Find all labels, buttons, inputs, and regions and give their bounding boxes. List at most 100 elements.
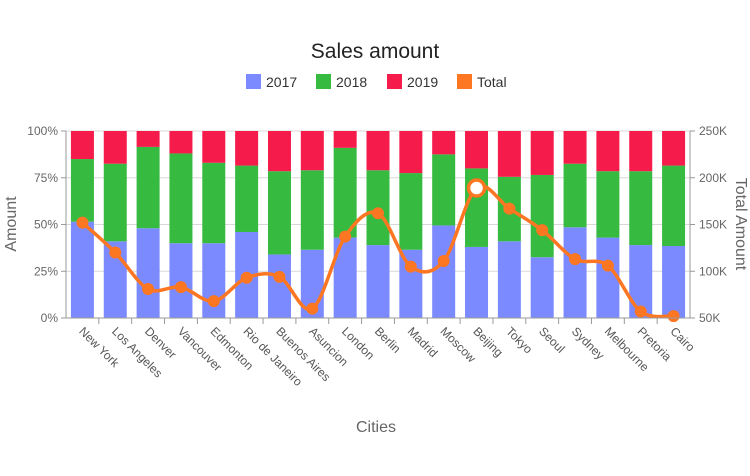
bar-2019-cairo	[662, 131, 686, 166]
bar-2019-berlin	[366, 131, 390, 171]
y-tick-label: 0%	[41, 311, 59, 325]
total-point	[634, 305, 647, 318]
bar-2017-sydney	[563, 227, 587, 318]
bar-2018-denver	[136, 146, 160, 229]
bar-2017-tokyo	[497, 241, 521, 318]
bar-2018-new-york	[70, 159, 94, 222]
legend-swatch	[316, 74, 331, 89]
legend-label: Total	[477, 74, 507, 90]
y2-tick-label: 100K	[699, 264, 727, 278]
legend-label: 2019	[407, 74, 438, 90]
bar-2018-los-angeles	[103, 163, 127, 242]
total-point	[404, 260, 417, 273]
legend-item-total: Total	[457, 74, 507, 90]
total-point	[142, 283, 155, 296]
bar-2018-sydney	[563, 163, 587, 228]
bar-2019-london	[333, 131, 357, 148]
bar-2017-vancouver	[169, 243, 193, 318]
bar-2019-beijing	[465, 131, 489, 169]
bar-2017-buenos-aires	[267, 254, 291, 318]
y-tick-label: 50%	[34, 218, 58, 232]
total-point	[339, 230, 352, 243]
bar-2019-edmonton	[202, 131, 226, 163]
bar-2019-asuncion	[300, 131, 324, 171]
bar-2019-new-york	[70, 131, 94, 160]
bar-2018-melbourne	[596, 171, 620, 238]
bar-2017-berlin	[366, 245, 390, 318]
total-point-highlighted	[466, 178, 487, 198]
legend-item-2018: 2018	[316, 74, 367, 90]
legend: 2017 2018 2019 Total	[246, 74, 507, 90]
bar-2018-pretoria	[629, 171, 653, 246]
bar-2019-madrid	[399, 131, 423, 174]
bar-2019-buenos-aires	[267, 131, 291, 172]
legend-label: 2017	[266, 74, 297, 90]
bar-2018-moscow	[432, 154, 456, 226]
x-tick-label: Sydney	[569, 324, 607, 362]
total-point	[109, 246, 122, 259]
x-tick-label: Cairo	[667, 324, 697, 354]
bar-2018-asuncion	[300, 170, 324, 250]
total-point	[240, 271, 253, 284]
total-point	[306, 302, 319, 315]
total-point	[601, 259, 614, 272]
bar-2019-melbourne	[596, 131, 620, 172]
bar-2018-rio-de-janeiro	[235, 165, 259, 232]
legend-item-2019: 2019	[387, 74, 438, 90]
y-axis-title: Amount	[3, 196, 20, 252]
y2-axis-title: Total Amount	[732, 178, 749, 271]
bar-2018-cairo	[662, 165, 686, 247]
bar-2018-madrid	[399, 173, 423, 250]
y2-tick-label: 50K	[699, 311, 720, 325]
total-point	[569, 253, 582, 266]
x-tick-label: Madrid	[405, 324, 441, 360]
legend-swatch	[246, 74, 261, 89]
bar-2018-edmonton	[202, 162, 226, 244]
bar-2019-pretoria	[629, 131, 653, 172]
bar-2019-seoul	[530, 131, 554, 175]
bar-2017-moscow	[432, 225, 456, 318]
bar-2019-sydney	[563, 131, 587, 164]
x-axis-title: Cities	[356, 419, 396, 436]
y2-tick-label: 250K	[699, 124, 727, 138]
total-point	[503, 202, 516, 215]
bar-2017-denver	[136, 228, 160, 318]
bar-2018-seoul	[530, 174, 554, 258]
y-tick-label: 25%	[34, 264, 58, 278]
x-tick-label: Seoul	[536, 324, 568, 356]
bar-2019-rio-de-janeiro	[235, 131, 259, 166]
legend-swatch	[457, 74, 472, 89]
bar-2017-cairo	[662, 246, 686, 318]
legend-label: 2018	[336, 74, 367, 90]
legend-item-2017: 2017	[246, 74, 297, 90]
bar-2018-london	[333, 147, 357, 238]
bar-2019-vancouver	[169, 131, 193, 154]
y2-tick-label: 150K	[699, 218, 727, 232]
total-point	[372, 207, 384, 220]
total-line	[76, 178, 680, 323]
bars	[70, 131, 686, 318]
bar-2017-madrid	[399, 249, 423, 318]
bar-2017-london	[333, 237, 357, 318]
x-tick-label: Tokyo	[503, 324, 535, 356]
total-point	[174, 281, 187, 294]
bar-2017-pretoria	[629, 245, 653, 318]
y2-tick-label: 200K	[699, 171, 727, 185]
bar-2017-beijing	[465, 246, 489, 318]
bar-2017-melbourne	[596, 237, 620, 318]
y-tick-label: 100%	[27, 124, 58, 138]
total-point	[536, 224, 549, 237]
bar-2019-moscow	[432, 131, 456, 155]
total-point	[437, 254, 450, 267]
legend-swatch	[387, 74, 402, 89]
bar-2017-new-york	[70, 221, 94, 318]
bar-2018-buenos-aires	[267, 171, 291, 255]
bar-2019-tokyo	[497, 131, 521, 177]
chart-title: Sales amount	[311, 40, 440, 63]
bar-2018-vancouver	[169, 153, 193, 244]
total-point	[76, 216, 89, 229]
x-tick-label: Moscow	[438, 324, 479, 365]
bar-2019-los-angeles	[103, 131, 127, 164]
